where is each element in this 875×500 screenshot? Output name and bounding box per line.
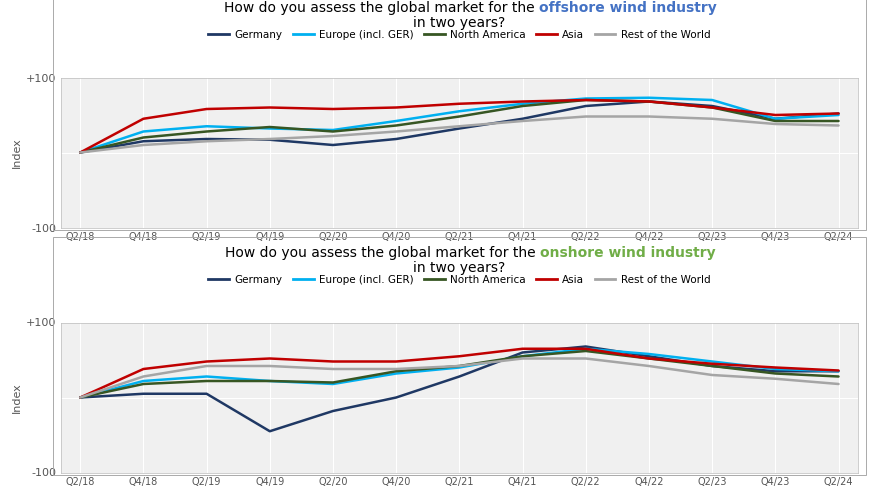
Text: How do you assess the global market for the: How do you assess the global market for … — [225, 246, 540, 260]
Text: onshore wind industry: onshore wind industry — [540, 246, 716, 260]
Text: in two years?: in two years? — [413, 261, 506, 275]
Text: How do you assess the global market for the: How do you assess the global market for … — [224, 1, 539, 15]
Y-axis label: Index: Index — [12, 382, 22, 413]
Legend: Germany, Europe (incl. GER), North America, Asia, Rest of the World: Germany, Europe (incl. GER), North Ameri… — [205, 270, 714, 289]
Legend: Germany, Europe (incl. GER), North America, Asia, Rest of the World: Germany, Europe (incl. GER), North Ameri… — [205, 26, 714, 44]
Y-axis label: Index: Index — [12, 137, 22, 168]
Text: in two years?: in two years? — [413, 16, 506, 30]
Text: offshore wind industry: offshore wind industry — [539, 1, 717, 15]
